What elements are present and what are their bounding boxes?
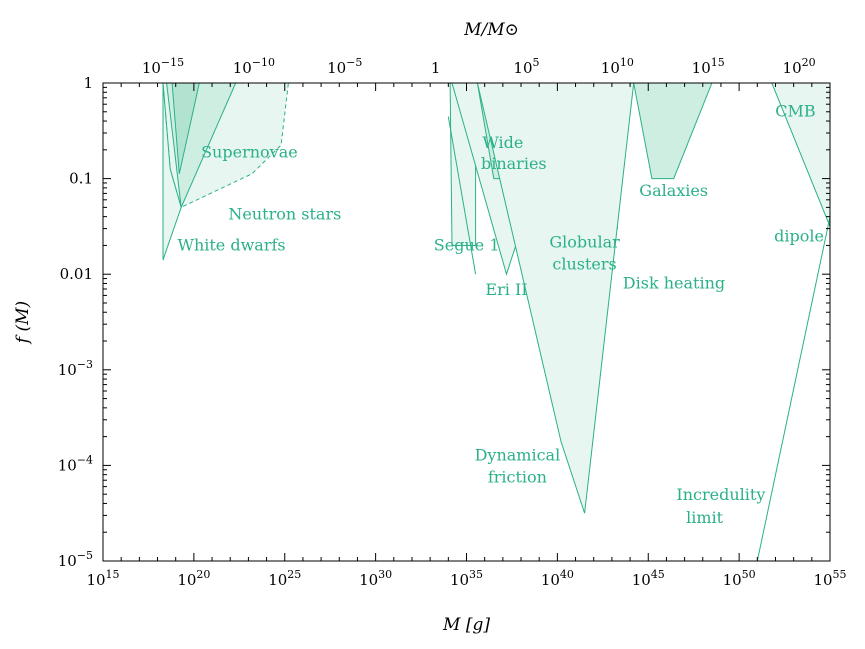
annotation-segue-1: Segue 1 <box>434 235 500 254</box>
annotation-globular: Globular <box>549 232 620 251</box>
top-tick-label: 1015 <box>692 56 725 77</box>
y-tick-label: 10−3 <box>58 358 93 379</box>
annotation-dynamical: Dynamical <box>475 446 561 465</box>
y-tick-label: 1 <box>83 74 93 92</box>
x-tick-label: 1020 <box>177 568 210 589</box>
top-x-axis-label: M/M⊙ <box>463 20 519 40</box>
annotation-dipole: dipole <box>774 227 824 246</box>
region-galaxies <box>633 82 713 180</box>
x-axis-label: M [g] <box>442 615 490 635</box>
x-tick-label: 1015 <box>86 568 119 589</box>
annotation-white-dwarfs: White dwarfs <box>178 235 286 254</box>
x-tick-label: 1050 <box>723 568 756 589</box>
annotation-supernovae: Supernovae <box>201 143 298 162</box>
annotation-neutron-stars: Neutron stars <box>228 205 341 224</box>
annotation-disk-heating: Disk heating <box>623 274 725 293</box>
top-tick-label: 10−5 <box>327 56 362 77</box>
x-tick-label: 1055 <box>813 568 846 589</box>
annotation-clusters: clusters <box>552 254 616 273</box>
annotation-galaxies: Galaxies <box>639 181 708 200</box>
tick-labels-layer: 1015 1020 1025 1030 1035 1040 1045 1050 1055 10−1… <box>58 56 847 589</box>
y-axis-label: f (M) <box>13 301 33 345</box>
top-tick-label: 105 <box>513 56 539 77</box>
top-tick-label: 1010 <box>601 56 634 77</box>
top-tick-label: 10−15 <box>142 56 184 77</box>
x-tick-label: 1030 <box>359 568 392 589</box>
annotation-binaries: binaries <box>481 154 547 173</box>
annotation-limit: limit <box>686 508 724 527</box>
x-tick-label: 1025 <box>268 568 301 589</box>
annotation-eri-ii: Eri II <box>485 280 527 299</box>
ticks-layer <box>102 82 831 562</box>
top-tick-label: 1020 <box>783 56 816 77</box>
line-incredulity-limit <box>756 216 831 562</box>
annotations-layer: Supernovae Neutron stars White dwarfs Segue… <box>178 102 825 527</box>
annotation-incredulity: Incredulity <box>676 485 765 504</box>
y-tick-label: 10−5 <box>58 549 93 570</box>
line-segue-1-bound <box>447 116 477 275</box>
x-tick-label: 1045 <box>632 568 665 589</box>
annotation-wide: Wide <box>482 133 523 152</box>
top-tick-label: 10−10 <box>233 56 275 77</box>
annotation-friction: friction <box>488 468 547 487</box>
regions-layer <box>162 82 831 514</box>
y-tick-label: 10−4 <box>58 453 93 474</box>
annotation-cmb: CMB <box>775 102 815 121</box>
y-tick-label: 0.01 <box>60 265 93 283</box>
x-tick-label: 1035 <box>450 568 483 589</box>
y-tick-label: 0.1 <box>69 170 93 188</box>
x-tick-label: 1040 <box>541 568 574 589</box>
top-tick-label: 1 <box>431 59 441 77</box>
constraint-lines-layer <box>447 116 831 562</box>
